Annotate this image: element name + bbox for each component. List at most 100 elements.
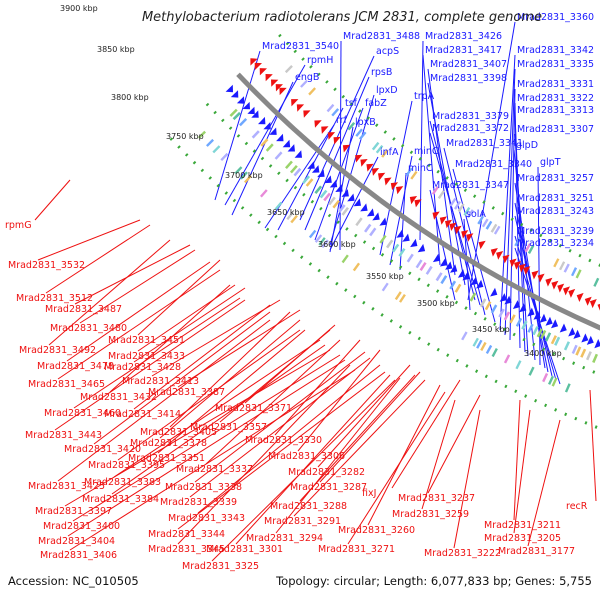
gene-label-forward: Mrad2831_3342 [517, 45, 594, 56]
leader-line [159, 319, 301, 439]
forward-gene [410, 238, 418, 248]
cog-category [293, 167, 302, 177]
leader-line [297, 349, 381, 452]
gene-label-forward: Mrad2831_3347 [432, 180, 509, 191]
cog-category [515, 360, 522, 370]
gene-label-reverse: Mrad2831_3344 [148, 529, 225, 540]
gene-label-forward: Mrad2831_3379 [432, 111, 509, 122]
forward-gene [439, 258, 448, 267]
forward-gene [512, 300, 521, 309]
forward-gene [586, 335, 594, 345]
kbp-tick-label: 3800 kbp [111, 93, 149, 102]
reverse-gene [265, 74, 273, 82]
cog-category [341, 207, 349, 216]
gene-label-reverse: Mrad2831_3405 [140, 427, 217, 438]
gene-label-reverse: recR [566, 501, 588, 512]
cog-category [326, 103, 335, 113]
forward-gene [450, 264, 458, 273]
forward-gene [276, 133, 284, 142]
forward-gene [568, 327, 576, 337]
kbp-tick-label: 3400 kbp [524, 349, 562, 358]
cog-category [355, 128, 363, 137]
forward-gene [311, 165, 320, 173]
gene-label-reverse: Mrad2831_3383 [84, 477, 161, 488]
cog-category [493, 225, 501, 235]
cog-category [284, 65, 293, 74]
cog-category [536, 328, 543, 338]
kbp-tick-label: 3500 kbp [417, 299, 455, 308]
cog-category [503, 311, 511, 321]
gene-label-forward: Mrad2831_3407 [430, 59, 507, 70]
leader-line [117, 329, 301, 461]
leader-line [299, 374, 416, 502]
gene-label-reverse: Mrad2831_3428 [104, 362, 181, 373]
forward-gene [242, 101, 250, 110]
leader-line [54, 299, 246, 431]
cog-category [527, 323, 534, 333]
cog-category [290, 214, 298, 224]
gene-label-forward: lpxD [376, 85, 398, 96]
leader-line [197, 364, 381, 514]
gene-label-reverse: Mrad2831_3271 [318, 544, 395, 555]
cog-category [364, 223, 372, 233]
gene-label-reverse: Mrad2831_3492 [19, 345, 96, 356]
forward-gene [551, 319, 559, 329]
cog-category [332, 199, 340, 209]
reverse-gene [454, 225, 462, 235]
leader-line [304, 76, 370, 231]
leader-line [151, 299, 281, 377]
gene-label-forward: fabZ [365, 98, 387, 109]
gene-label-forward: Mrad2831_3398 [430, 73, 507, 84]
cog-category [229, 108, 238, 117]
reverse-gene [551, 280, 559, 290]
forward-gene [533, 310, 541, 320]
leader-line [93, 311, 271, 445]
gene-label-reverse: Mrad2831_3237 [398, 493, 475, 504]
cog-category [240, 171, 248, 180]
leader-line [57, 269, 221, 380]
gene-label-forward: glpD [516, 140, 538, 151]
cog-category [415, 259, 423, 269]
cog-category [352, 262, 360, 272]
forward-gene [317, 169, 325, 178]
cog-category [481, 218, 489, 228]
cog-category [542, 373, 549, 383]
cog-category [290, 165, 298, 174]
guide-ring [169, 137, 600, 431]
reverse-gene [509, 258, 517, 268]
gene-label-forward: engB [295, 72, 319, 83]
gene-label-forward: solA [466, 209, 486, 220]
gene-label-forward: Mrad2831_3488 [343, 31, 420, 42]
cog-category [425, 265, 433, 275]
cog-category [265, 143, 274, 152]
leader-line [111, 344, 326, 495]
reverse-gene [449, 222, 457, 231]
gene-label-forward: tsf [345, 98, 358, 109]
leader-line [514, 182, 546, 369]
cog-category [328, 196, 336, 206]
kbp-tick-label: 3600 kbp [318, 240, 356, 249]
gene-label-reverse: Mrad2831_3451 [108, 335, 185, 346]
forward-gene [236, 96, 245, 104]
cog-category [554, 336, 561, 346]
leader-line [211, 379, 396, 562]
cog-category [575, 346, 582, 356]
forward-gene [324, 175, 332, 184]
gene-label-forward: Mrad2831_3340 [455, 159, 532, 170]
kbp-tick-label: 3550 kbp [366, 272, 404, 281]
cog-category [528, 366, 535, 376]
map-title: Methylobacterium radiotolerans JCM 2831,… [142, 10, 542, 25]
leader-line [177, 364, 351, 545]
genome-rings [169, 33, 600, 431]
gene-label-reverse: Mrad2831_3287 [290, 482, 367, 493]
cog-category [524, 243, 532, 253]
cog-category [485, 344, 493, 354]
forward-gene [396, 229, 404, 238]
forward-gene [341, 189, 349, 197]
leader-line [109, 284, 231, 393]
cog-category [461, 331, 468, 341]
leader-line [72, 354, 341, 522]
reverse-gene [531, 270, 539, 280]
cog-category [463, 207, 471, 216]
cog-category [244, 174, 252, 184]
